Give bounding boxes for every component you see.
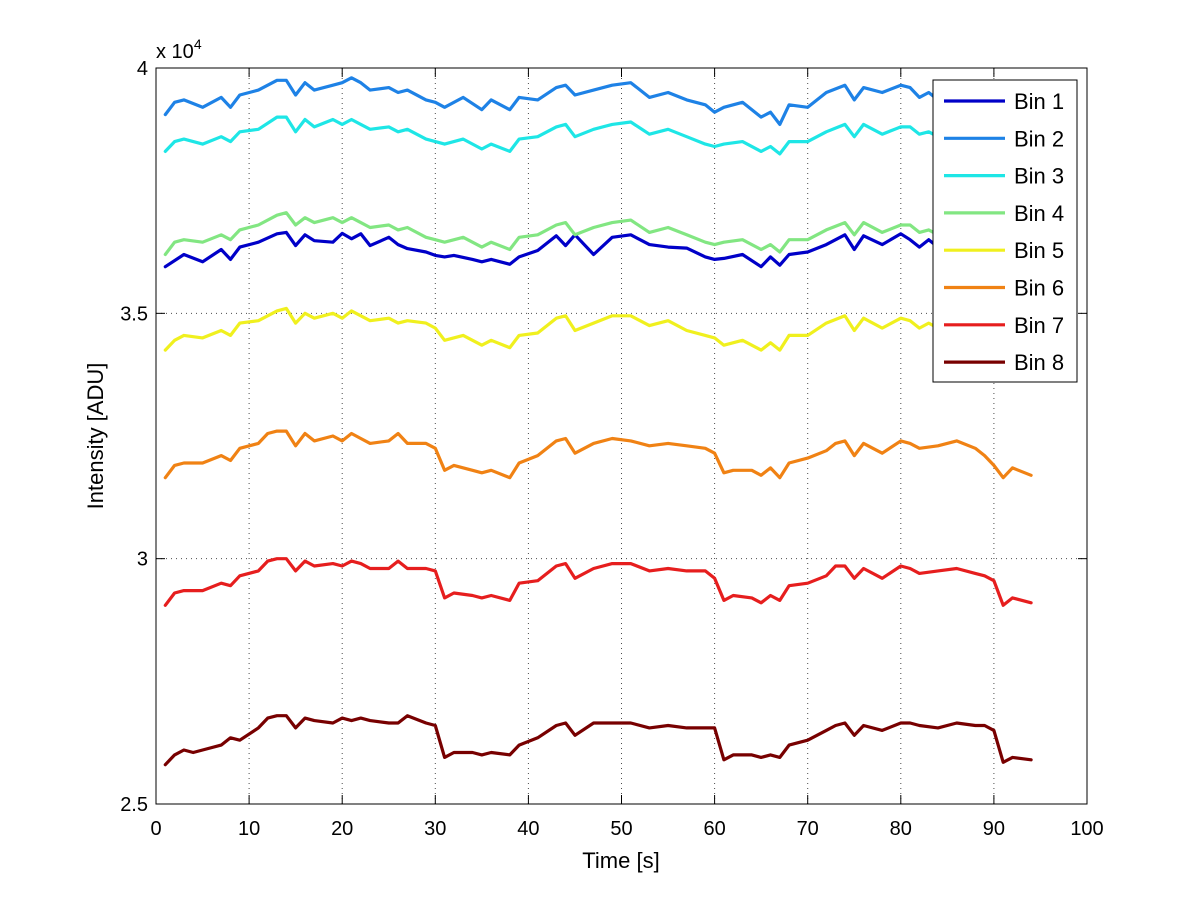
y-exponent-label: x 104: [156, 36, 202, 63]
legend: Bin 1 Bin 2 Bin 3 Bin 4 Bin 5 Bin 6 Bin 7 Bin 8: [932, 79, 1078, 383]
series-line-bin-1: [163, 230, 940, 269]
series-line-bin-6: [163, 429, 1033, 480]
series-line-bin-3: [163, 115, 940, 156]
plot-area: [156, 68, 1087, 804]
series-group: [163, 76, 1033, 767]
y-exponent-power: 4: [194, 36, 202, 52]
x-tick-label: 100: [1070, 818, 1103, 840]
legend-label: Bin 5: [1014, 238, 1064, 263]
x-tick-label: 20: [331, 818, 353, 840]
x-tick-label: 90: [983, 818, 1005, 840]
legend-label: Bin 8: [1014, 350, 1064, 375]
legend-label: Bin 7: [1014, 313, 1064, 338]
y-tick-label: 3: [137, 549, 148, 571]
tick-labels: 0 10 20 30 40 50 60 70 80 90 100 2.5 3 3.5 4: [120, 58, 1104, 840]
ticks: [155, 67, 1088, 805]
legend-box: [932, 79, 1078, 383]
y-tick-label: 3.5: [120, 303, 148, 325]
y-axis-title: Intensity [ADU]: [83, 363, 108, 510]
grid: [156, 68, 1087, 804]
legend-label: Bin 2: [1014, 126, 1064, 151]
y-tick-label: 2.5: [120, 794, 148, 816]
legend-label: Bin 3: [1014, 164, 1064, 189]
series-line-bin-2: [163, 76, 940, 127]
x-tick-label: 30: [424, 818, 446, 840]
x-tick-label: 70: [797, 818, 819, 840]
series-line-bin-4: [163, 211, 940, 257]
legend-label: Bin 4: [1014, 201, 1064, 226]
series-line-bin-8: [163, 714, 1033, 767]
x-axis-title: Time [s]: [582, 848, 659, 873]
legend-label: Bin 1: [1014, 89, 1064, 114]
x-tick-label: 40: [517, 818, 539, 840]
x-tick-label: 50: [610, 818, 632, 840]
series-line-bin-5: [163, 306, 940, 352]
x-tick-label: 0: [150, 818, 161, 840]
x-tick-label: 80: [890, 818, 912, 840]
x-tick-label: 10: [238, 818, 260, 840]
x-tick-label: 60: [703, 818, 725, 840]
y-tick-label: 4: [137, 58, 148, 80]
legend-label: Bin 6: [1014, 276, 1064, 301]
series-line-bin-7: [163, 557, 1033, 607]
